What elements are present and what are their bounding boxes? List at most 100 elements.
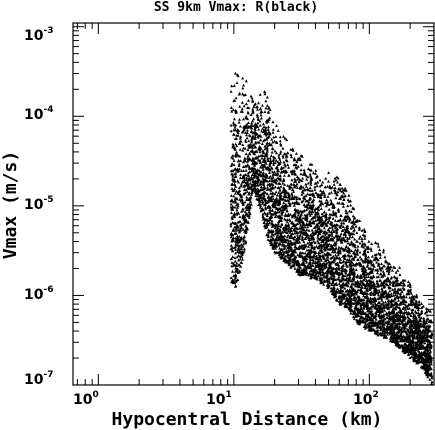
data-point (249, 186, 253, 190)
data-point (313, 276, 317, 279)
data-point (397, 298, 400, 302)
data-point (410, 330, 414, 333)
data-point (416, 324, 420, 328)
data-point (297, 211, 301, 215)
data-point (385, 269, 389, 273)
data-point (234, 229, 238, 232)
data-point (243, 191, 247, 195)
data-point (271, 208, 275, 212)
data-point (382, 326, 385, 329)
data-point (323, 279, 327, 282)
data-point (386, 276, 390, 279)
data-point (409, 291, 413, 295)
data-point (318, 199, 322, 203)
data-point (233, 187, 236, 191)
data-point (325, 283, 329, 287)
data-point (387, 268, 391, 272)
data-point (420, 354, 424, 358)
data-point (382, 264, 386, 268)
data-point (290, 186, 293, 189)
data-point (337, 208, 341, 212)
data-point (236, 169, 240, 173)
data-point (397, 316, 401, 320)
data-point (350, 240, 354, 244)
data-point (234, 276, 238, 279)
data-point (418, 353, 422, 357)
data-point (428, 347, 432, 351)
data-point (279, 233, 283, 236)
data-point (239, 139, 243, 143)
data-point (281, 198, 285, 201)
data-point (266, 235, 270, 238)
data-point (377, 262, 381, 265)
data-point (358, 250, 362, 254)
data-point (244, 79, 248, 83)
data-point (379, 305, 383, 308)
data-point (320, 270, 324, 274)
data-point (306, 192, 310, 196)
data-point (362, 301, 365, 305)
data-point (314, 207, 318, 210)
data-point (408, 303, 412, 306)
data-point (389, 318, 392, 322)
data-point (286, 195, 290, 199)
data-point (248, 204, 252, 208)
data-point (353, 216, 357, 219)
data-point (335, 193, 339, 197)
data-point (406, 339, 410, 343)
data-point (322, 231, 326, 234)
data-point (234, 232, 238, 235)
data-point (256, 140, 260, 144)
data-point (261, 165, 265, 169)
data-point (264, 172, 268, 176)
data-point (233, 225, 237, 229)
data-point (265, 136, 269, 140)
data-point (250, 126, 253, 130)
data-point (253, 145, 257, 149)
data-point (330, 232, 334, 235)
data-point (235, 234, 239, 238)
data-point (295, 222, 299, 225)
data-point (245, 208, 249, 211)
data-point (307, 238, 311, 241)
data-point (274, 228, 278, 232)
data-point (244, 212, 248, 216)
data-point (263, 90, 267, 94)
data-point (230, 84, 234, 88)
data-point (323, 219, 327, 223)
data-point (292, 214, 296, 217)
data-point (357, 321, 361, 325)
data-point (369, 326, 373, 330)
data-point (343, 188, 347, 192)
data-point (409, 320, 413, 323)
data-point (233, 277, 237, 281)
data-point (252, 105, 256, 109)
data-point (394, 307, 398, 311)
data-point (260, 142, 264, 145)
data-point (244, 152, 248, 156)
data-point (239, 243, 243, 246)
data-point (421, 361, 425, 364)
data-point (354, 284, 357, 288)
data-point (349, 254, 353, 257)
data-point (350, 231, 354, 235)
data-point (273, 232, 277, 236)
data-point (237, 186, 241, 189)
data-point (328, 233, 332, 237)
data-point (259, 174, 263, 178)
data-point (346, 305, 350, 309)
data-point (335, 255, 338, 259)
data-point (323, 185, 327, 189)
data-point (288, 219, 292, 223)
data-point (251, 134, 255, 138)
data-point (279, 167, 283, 170)
data-point (393, 266, 397, 269)
data-point (321, 254, 325, 258)
data-point (418, 347, 422, 350)
data-point (310, 228, 314, 232)
data-point (241, 207, 245, 210)
data-point (273, 192, 277, 196)
data-point (364, 257, 367, 261)
data-point (253, 102, 257, 105)
data-point (403, 307, 407, 311)
